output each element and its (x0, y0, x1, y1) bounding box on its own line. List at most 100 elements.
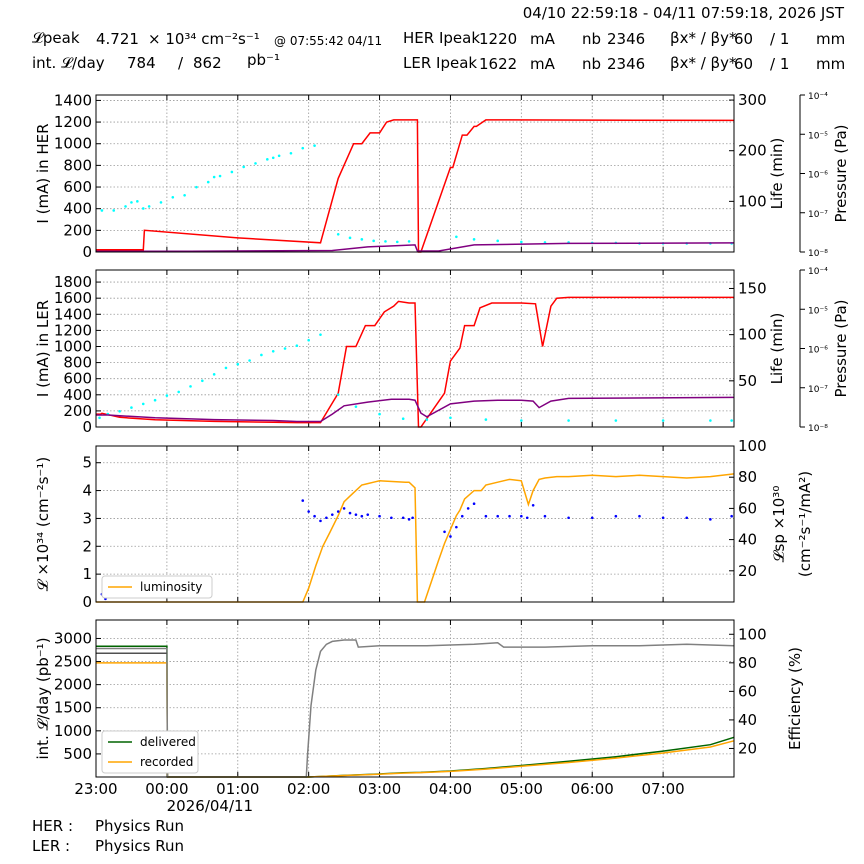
luminosity-ytick-right-label: 100 (738, 437, 767, 455)
her-lifetime-series-point (195, 185, 198, 189)
luminosity-specific-luminosity-series-point (520, 514, 523, 518)
luminosity-ytick-label: 4 (82, 482, 92, 500)
her-lifetime-series-point (147, 205, 151, 208)
her-beta-unit: mm (816, 30, 846, 48)
integrated-xtick-label: 03:00 (358, 780, 401, 798)
her-pressure-series (96, 242, 735, 252)
her-lifetime-series-point (277, 154, 281, 158)
her-nb-label: nb (582, 30, 602, 48)
ler-beta-x: 60 (734, 55, 754, 73)
luminosity-ytick-label: 5 (82, 454, 92, 472)
her-beta-label: βx* / βy* (670, 29, 737, 47)
luminosity-specific-luminosity-series-point (709, 518, 712, 521)
luminosity-specific-luminosity-series-point (336, 510, 340, 513)
luminosity-legend-label: luminosity (140, 580, 202, 594)
luminosity-specific-luminosity-series-point (407, 518, 411, 521)
luminosity-legend-box (101, 575, 213, 599)
luminosity-specific-luminosity-series-point (390, 516, 393, 520)
integrated-ytick-label: 500 (63, 745, 92, 763)
her-ytick-label: 0 (82, 243, 92, 261)
her-ytick-label: 400 (63, 200, 92, 218)
her-pressure-tick-label: 10⁻⁵ (808, 131, 828, 141)
luminosity-specific-luminosity-series-point (685, 516, 689, 520)
luminosity-specific-luminosity-series-point (484, 514, 488, 518)
her-lifetime-series-point (395, 240, 399, 244)
ler-lifetime-series-point (236, 362, 240, 366)
luminosity-specific-luminosity-series-point (472, 502, 476, 506)
ler-lifetime-series-point (425, 418, 429, 421)
luminosity-specific-luminosity-series-point (354, 513, 358, 516)
luminosity-specific-luminosity-series-point (325, 516, 328, 520)
her-lifetime-series-point (407, 240, 411, 243)
ler-lifetime-series-point (224, 366, 228, 370)
ler-beta-y: / 1 (770, 55, 790, 73)
intl-value1: 784 (127, 54, 156, 72)
integrated-legend-label: recorded (140, 755, 193, 769)
footer-ler-label: LER : (32, 837, 71, 855)
her-lifetime-series-point (472, 238, 476, 241)
ler-ylabel: I (mA) in LER (34, 300, 52, 397)
ler-lifetime-series-point (614, 419, 618, 422)
luminosity-specific-luminosity-series-point (525, 516, 529, 520)
her-lifetime-series-point (212, 175, 216, 179)
integrated-ytick-right-label: 60 (738, 682, 757, 700)
luminosity-specific-luminosity-series-point (301, 499, 305, 502)
luminosity-specific-luminosity-series-point (531, 503, 535, 507)
luminosity-ytick-right-label: 20 (738, 562, 757, 580)
her-ytick-label: 1400 (54, 91, 92, 109)
ler-pressure-tick-label: 10⁻⁵ (808, 306, 828, 316)
luminosity-ylabel: 𝓛 ×10³⁴ (cm⁻²s⁻¹) (34, 457, 52, 591)
her-ytick-right-label: 200 (738, 142, 767, 160)
ler-lifetime-series-point (449, 416, 452, 420)
luminosity-specific-luminosity-series-point (330, 513, 334, 516)
integrated-ytick-right-label: 100 (738, 625, 767, 643)
luminosity-specific-luminosity-series-point (614, 514, 618, 518)
luminosity-specific-luminosity-series-point (360, 514, 364, 518)
her-lifetime-series-point (130, 201, 133, 204)
ler-lifetime-series-point (260, 353, 263, 357)
luminosity-specific-luminosity-series-point (460, 514, 464, 518)
integrated-ytick-right-label: 40 (738, 711, 757, 729)
ler-lifetime-series-point (201, 379, 204, 383)
her-lifetime-series-point (136, 200, 139, 203)
ler-lifetime-series-point (520, 419, 523, 422)
ler-peak-label: LER Ipeak (403, 54, 478, 72)
integrated-legend-label: delivered (140, 735, 196, 749)
lpeak-value: 4.721 (96, 30, 139, 48)
ler-ytick-label: 200 (63, 402, 92, 420)
ler-lifetime-series-point (153, 398, 157, 402)
ler-ytick-label: 400 (63, 386, 92, 404)
her-lifetime-series-point (171, 196, 175, 199)
her-ytick-right-label: 100 (738, 192, 767, 210)
luminosity-ylabel-right-sub: (cm⁻²s⁻¹/mA²) (796, 471, 814, 577)
lpeak-label: 𝓛peak (32, 29, 80, 47)
her-frame (95, 94, 735, 253)
luminosity-ytick-label: 2 (82, 537, 92, 555)
integrated-ytick-right-label: 80 (738, 654, 757, 672)
ler-lifetime-series-point (189, 385, 192, 388)
ler-lifetime-series-point (295, 344, 299, 348)
integrated-xtick-label: 23:00 (74, 780, 117, 798)
integrated-xtick-label: 02:00 (287, 780, 330, 798)
ler-pressure-tick-label: 10⁻⁶ (808, 346, 828, 356)
integrated-xtick-label: 07:00 (641, 780, 684, 798)
luminosity-specific-luminosity-series-point (378, 514, 381, 518)
integrated-ytick-right-label: 20 (738, 739, 757, 757)
luminosity-specific-luminosity-series-point (307, 510, 310, 513)
integrated-xtick-label: 06:00 (571, 780, 614, 798)
ler-ytick-label: 800 (63, 354, 92, 372)
her-lifetime-series-point (230, 170, 234, 174)
her-current-series (96, 119, 735, 253)
her-lifetime-series-point (384, 240, 387, 243)
ler-lifetime-series-point (271, 349, 275, 353)
ler-nb-value: 2346 (607, 55, 646, 73)
ler-peak-unit: mA (530, 55, 555, 73)
luminosity-ytick-right-label: 40 (738, 531, 757, 549)
her-peak-unit: mA (530, 30, 555, 48)
luminosity-specific-luminosity-series-point (313, 514, 316, 518)
integrated-xlabel-date: 2026/04/11 (167, 797, 253, 815)
integrated-ytick-label: 2500 (54, 653, 92, 671)
her-lifetime-series-point (289, 151, 293, 155)
her-lifetime-series-point (496, 239, 500, 243)
